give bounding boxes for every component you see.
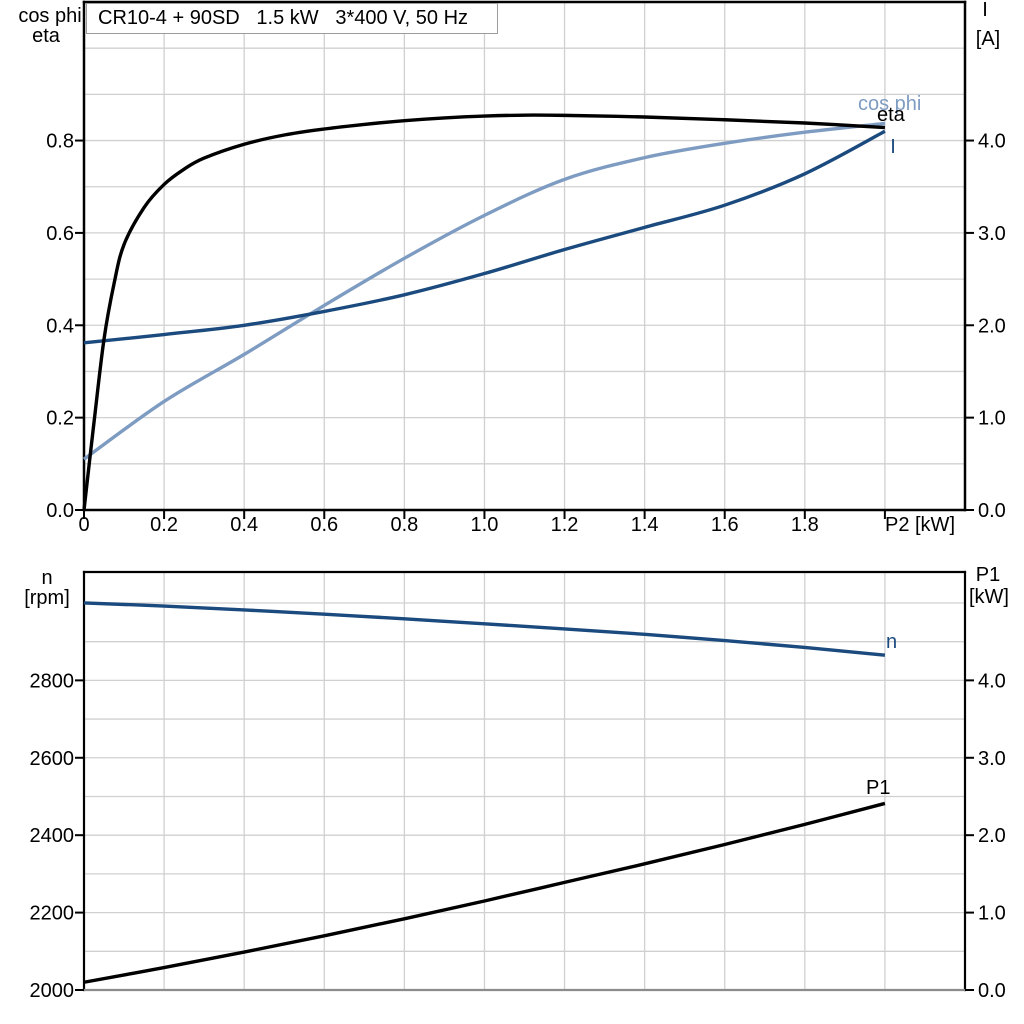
chart-bottom: 200022002400260028000.01.02.03.04.0n[rpm… [24,564,1009,1002]
x-tick-label: 1.6 [711,514,739,536]
right-tick-label: 0.0 [978,500,1006,522]
chart-top: 0 0.2 0.4 0.6 0.8 1.0 1.2 1.4 1.6 1.8 P2 [kW] 0.0 0.… [18,0,1006,536]
x-tick-label: 1.8 [791,514,819,536]
ticks-and-labels: 0 0.2 0.4 0.6 0.8 1.0 1.2 1.4 1.6 1.8 P2 [kW] 0.0 0.… [18,0,1006,536]
left-tick-label: 0.8 [46,131,74,153]
right-tick-label: 3.0 [978,748,1006,770]
right-tick-label: 2.0 [978,825,1006,847]
right-tick-label: 3.0 [978,223,1006,245]
x-tick-label: 1.2 [551,514,579,536]
left-axis-title: cos phi [18,5,81,27]
curve-n [83,601,886,657]
grid-lines [84,572,965,990]
right-axis-title: I [982,0,988,21]
x-tick-label: 1.0 [471,514,499,536]
right-tick-label: 4.0 [978,131,1006,153]
left-tick-label: 2800 [30,670,75,692]
curve-cos-phi [83,121,886,461]
left-axis-title: eta [32,25,61,47]
left-tick-label: 2400 [30,825,75,847]
left-axis-title: n [41,567,52,589]
curve-label-eta: eta [877,104,906,126]
plot-borders [82,570,967,992]
x-tick-label: 0.4 [230,514,258,536]
right-tick-label: 2.0 [978,315,1006,337]
x-tick-label: 0.6 [310,514,338,536]
x-tick-label: 1.4 [631,514,659,536]
grid-lines [84,2,965,510]
right-axis-title: P1 [976,564,1000,586]
x-tick-label: 0.8 [390,514,418,536]
x-tick-label: 0.2 [150,514,178,536]
curve-label-p1: P1 [866,777,890,799]
right-tick-label: 1.0 [978,408,1006,430]
left-axis-title: [rpm] [24,587,70,609]
right-axis-title: [A] [976,28,1000,50]
right-axis-title: [kW] [969,586,1009,608]
right-tick-label: 0.0 [978,980,1006,1002]
right-tick-label: 4.0 [978,670,1006,692]
left-tick-label: 2200 [30,903,75,925]
chart-title-box: CR10-4 + 90SD 1.5 kW 3*400 V, 50 Hz [86,3,498,34]
x-tick-label: 0 [78,514,89,536]
left-tick-label: 0.0 [46,500,74,522]
left-tick-label: 0.2 [46,408,74,430]
curve-label-cos-phi: cos phi [858,93,921,115]
curve-p1 [83,801,886,984]
curve-label-n: n [886,631,897,653]
x-axis-label: P2 [kW] [885,514,955,536]
ticks-and-labels: 200022002400260028000.01.02.03.04.0n[rpm… [24,564,1009,1002]
plot-borders [82,0,967,512]
curve-i [83,129,886,345]
left-tick-label: 2000 [30,980,75,1002]
right-tick-label: 1.0 [978,903,1006,925]
left-tick-label: 2600 [30,748,75,770]
left-tick-label: 0.6 [46,223,74,245]
left-tick-label: 0.4 [46,315,74,337]
curve-eta [82,113,886,511]
curve-label-i: I [890,136,896,158]
